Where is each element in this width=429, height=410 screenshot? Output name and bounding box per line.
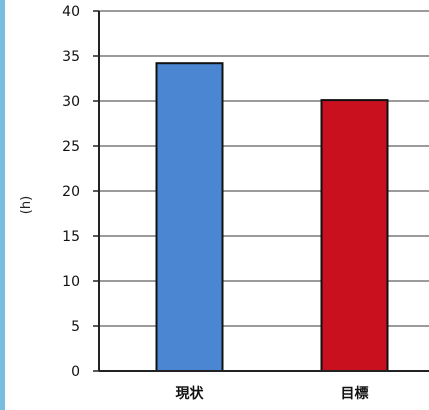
axes (98, 11, 429, 372)
y-tick-label: 20 (62, 184, 80, 200)
y-tick-label: 10 (62, 274, 80, 290)
y-tick-label: 25 (62, 139, 80, 155)
bar-current (155, 62, 224, 372)
y-axis-unit-label: (h) (19, 196, 34, 214)
y-tick-labels: 0 5 10 15 20 25 30 35 40 (62, 4, 80, 380)
left-border-strip (0, 0, 5, 410)
y-tick-label: 15 (62, 229, 80, 245)
bars (155, 62, 389, 372)
y-tick-label: 40 (62, 4, 80, 20)
y-tick-label: 30 (62, 94, 80, 110)
x-category-labels: 現状 目標 (176, 385, 369, 402)
y-tick-label: 5 (71, 319, 80, 335)
y-tick-label: 0 (71, 364, 80, 380)
y-tick-label: 35 (62, 49, 80, 65)
bar-target (320, 99, 389, 372)
x-category-label: 目標 (341, 385, 369, 402)
x-category-label: 現状 (176, 385, 205, 402)
